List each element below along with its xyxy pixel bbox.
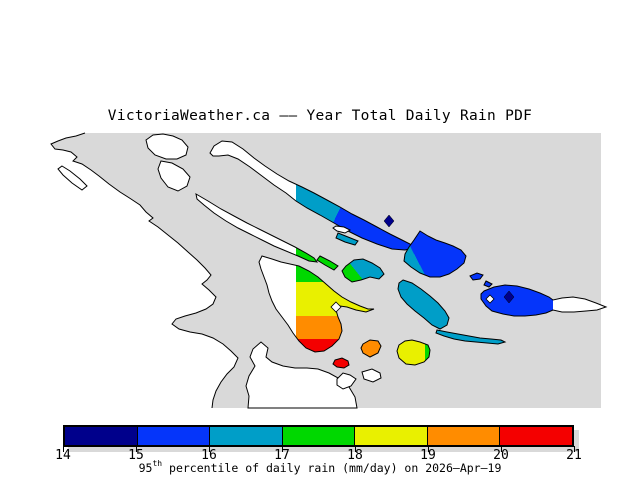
caption-base: 95: [138, 460, 153, 475]
colorbar-segment: [209, 427, 282, 445]
colorbar-tick: [574, 446, 575, 452]
colorbar-tick: [209, 446, 210, 452]
colorbar-segment: [136, 427, 210, 445]
colorbar-tick: [355, 446, 356, 452]
saltspring-island-outline: [258, 255, 375, 353]
station-marker-saturna-west: [485, 294, 495, 304]
mayne-island: [403, 230, 467, 278]
prevost-island: [341, 258, 385, 283]
saturna-island-outline: [480, 284, 608, 317]
caption-rest: percentile of daily rain (mm/day) on 202…: [162, 460, 502, 475]
colorbar-tick: [282, 446, 283, 452]
colorbar-tick: [501, 446, 502, 452]
station-marker-galiano: [383, 214, 395, 228]
tent-island: [57, 165, 88, 191]
james-island: [360, 339, 382, 358]
sea: [51, 133, 601, 408]
plot-title: VictoriaWeather.ca –– Year Total Daily R…: [107, 108, 533, 124]
colorbar-tick-label: 16: [201, 448, 217, 463]
colorbar-segment: [426, 427, 500, 445]
islet-white-parker: [332, 225, 352, 234]
sidney-island: [396, 339, 431, 366]
station-marker-saltspring: [330, 301, 342, 313]
coal-island: [336, 372, 357, 390]
south-pender-island: [435, 329, 507, 345]
samuel-islet-2: [483, 280, 493, 288]
colorbar-tick-label: 14: [55, 448, 71, 463]
station-marker-saturna: [503, 290, 515, 304]
north-pender-island: [397, 279, 450, 330]
vancouver-island-coastline: [50, 132, 239, 409]
colorbar-tick-label: 17: [274, 448, 290, 463]
colorbar-tick: [63, 446, 64, 452]
colorbar-tick-label: 21: [566, 448, 582, 463]
colorbar-segment: [499, 427, 573, 445]
colorbar-tick: [428, 446, 429, 452]
caption-superscript: th: [152, 459, 163, 468]
colorbar-segment: [354, 427, 427, 445]
islet-near-sidney: [361, 368, 382, 383]
colorbar-tick-label: 18: [347, 448, 363, 463]
colorbar-segment: [281, 427, 355, 445]
saltspring-north-arm-outline: [195, 193, 319, 263]
colorbar-caption: 95th percentile of daily rain (mm/day) o…: [0, 459, 640, 475]
islet-teal-gossip: [335, 232, 359, 246]
colorbar-segment: [65, 427, 137, 445]
colorbar: [63, 425, 574, 447]
kuper-island: [157, 160, 191, 192]
colorbar-tick: [136, 446, 137, 452]
colorbar-tick-label: 20: [493, 448, 509, 463]
little-group-islet: [332, 357, 350, 369]
colorbar-tick-label: 19: [420, 448, 436, 463]
samuel-islet-1: [469, 272, 484, 281]
wallace-island: [316, 255, 339, 271]
colorbar-tick-label: 15: [128, 448, 144, 463]
thetis-island: [145, 133, 189, 160]
